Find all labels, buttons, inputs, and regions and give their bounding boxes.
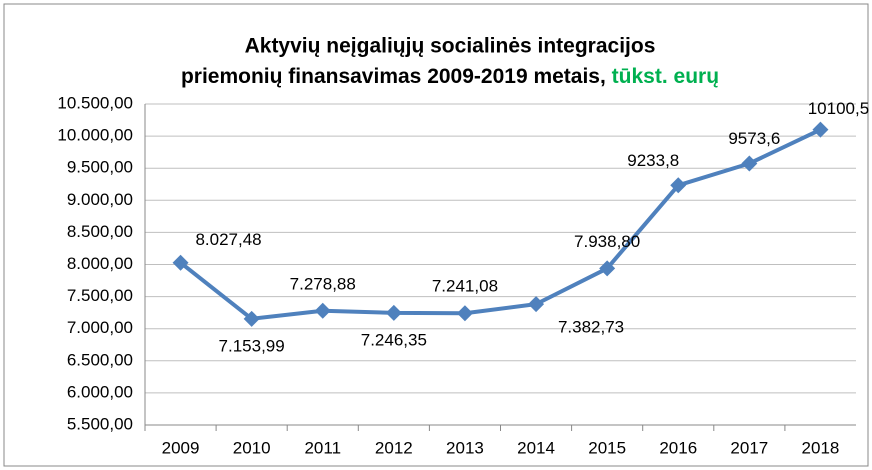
- y-tick-label: 9.000,00: [67, 190, 133, 209]
- data-label: 7.382,73: [558, 318, 624, 337]
- x-tick-label: 2016: [659, 438, 697, 457]
- data-label: 9573,6: [728, 129, 780, 148]
- data-label: 7.278,88: [290, 274, 356, 293]
- chart-border: [3, 3, 869, 467]
- chart-title-unit: tūkst. eurų: [612, 65, 719, 88]
- y-tick-label: 8.500,00: [67, 222, 133, 241]
- x-tick-label: 2013: [446, 438, 484, 457]
- x-tick-label: 2018: [802, 438, 840, 457]
- x-tick-label: 2012: [375, 438, 413, 457]
- y-tick-label: 8.000,00: [67, 254, 133, 273]
- chart-title-text: priemonių finansavimas 2009-2019 metais,: [181, 65, 606, 88]
- series-line: [179, 127, 822, 321]
- data-label: 7.241,08: [432, 277, 498, 296]
- y-tick-label: 9.500,00: [67, 158, 133, 177]
- data-point: [243, 310, 260, 327]
- data-label: 7.246,35: [361, 330, 427, 349]
- x-tick-label: 2014: [517, 438, 555, 457]
- data-point: [812, 121, 829, 138]
- data-label: 9233,8: [627, 151, 679, 170]
- x-tick-label: 2010: [233, 438, 271, 457]
- y-tick-label: 6.500,00: [67, 350, 133, 369]
- y-tick-label: 6.000,00: [67, 382, 133, 401]
- x-tick-label: 2017: [730, 438, 768, 457]
- data-label: 10100,5: [808, 99, 869, 118]
- x-tick-label: 2015: [588, 438, 626, 457]
- data-point: [599, 260, 616, 277]
- chart-title-line: Aktyvių neįgaliųjų socialinės integracij…: [245, 35, 656, 58]
- data-point: [172, 254, 189, 271]
- x-tick-label: 2009: [162, 438, 200, 457]
- chart-title-line: priemonių finansavimas 2009-2019 metais,…: [181, 65, 719, 88]
- y-tick-label: 10.000,00: [57, 126, 133, 145]
- data-point: [528, 296, 545, 313]
- data-label: 7.153,99: [219, 336, 285, 355]
- y-tick-label: 10.500,00: [57, 93, 133, 112]
- data-point: [456, 305, 473, 322]
- data-point: [670, 177, 687, 194]
- data-point: [385, 304, 402, 321]
- y-tick-label: 7.500,00: [67, 286, 133, 305]
- data-point: [314, 302, 331, 319]
- x-tick-label: 2011: [304, 438, 341, 457]
- y-tick-label: 5.500,00: [67, 414, 133, 433]
- y-tick-label: 7.000,00: [67, 318, 133, 337]
- data-point: [741, 155, 758, 172]
- data-label: 7.938,80: [574, 232, 640, 251]
- data-label: 8.027,48: [195, 230, 261, 249]
